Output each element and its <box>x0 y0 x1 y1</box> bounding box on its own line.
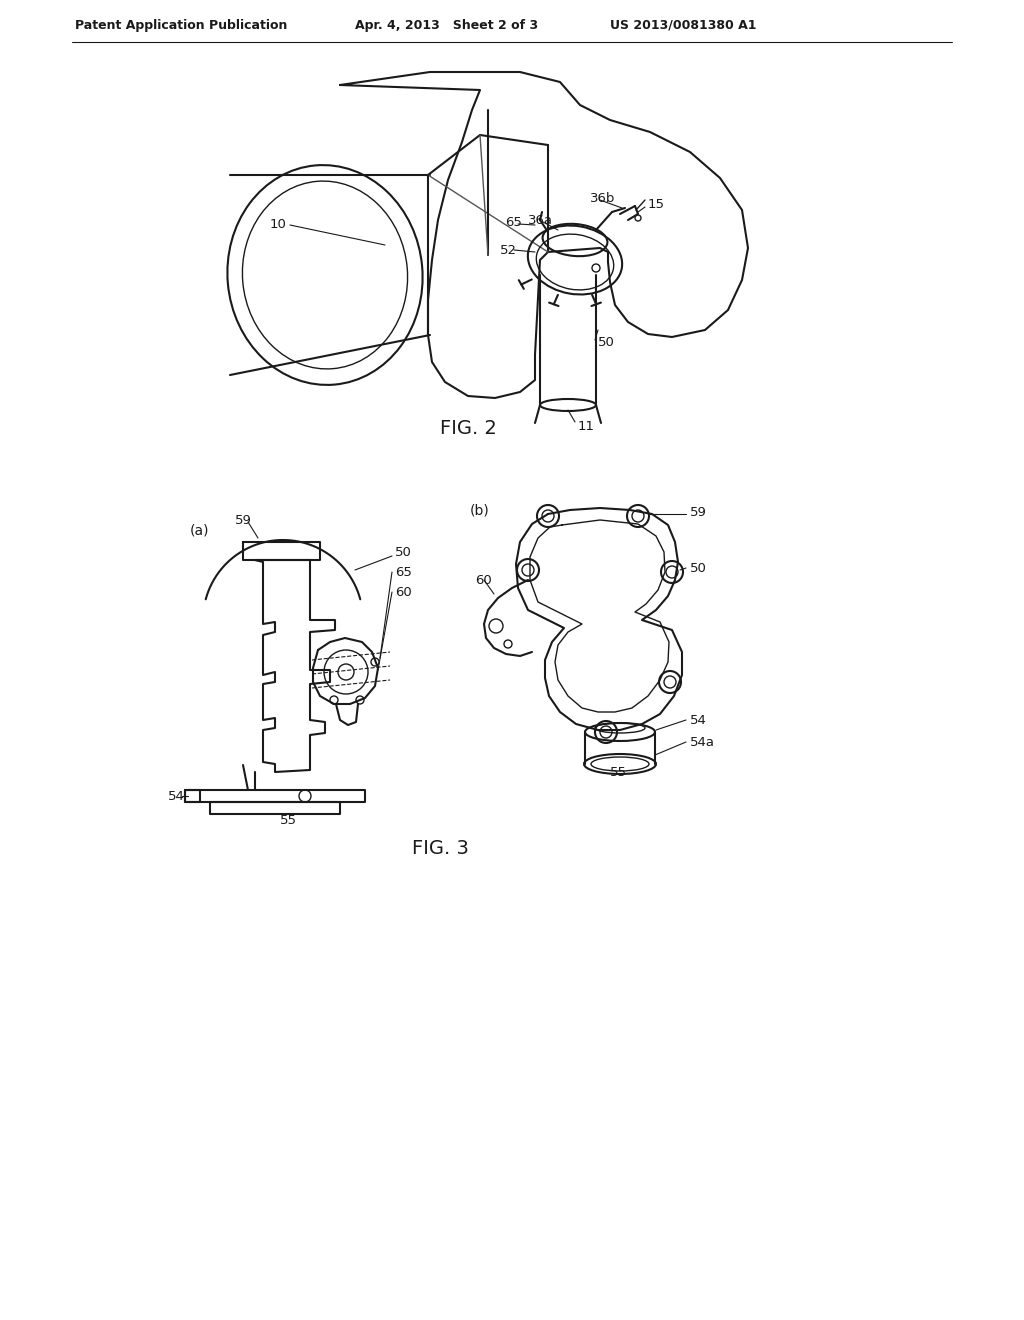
Text: 55: 55 <box>609 766 627 779</box>
Text: (b): (b) <box>470 503 489 517</box>
Text: 11: 11 <box>578 421 595 433</box>
Text: 50: 50 <box>690 561 707 574</box>
Text: 54: 54 <box>690 714 707 726</box>
Text: 15: 15 <box>648 198 665 211</box>
Text: 36b: 36b <box>590 191 615 205</box>
Text: 54: 54 <box>168 789 185 803</box>
Text: 10: 10 <box>270 219 287 231</box>
Text: 65: 65 <box>395 565 412 578</box>
Text: 60: 60 <box>475 573 492 586</box>
Text: 50: 50 <box>598 335 614 348</box>
Text: 59: 59 <box>690 506 707 519</box>
Text: Patent Application Publication: Patent Application Publication <box>75 18 288 32</box>
Text: 65: 65 <box>505 215 522 228</box>
Text: FIG. 2: FIG. 2 <box>439 418 497 437</box>
Text: FIG. 3: FIG. 3 <box>412 838 468 858</box>
Text: US 2013/0081380 A1: US 2013/0081380 A1 <box>610 18 757 32</box>
Text: 36a: 36a <box>528 214 553 227</box>
Text: 60: 60 <box>395 586 412 598</box>
Text: 55: 55 <box>280 813 297 826</box>
Text: 50: 50 <box>395 545 412 558</box>
Text: Apr. 4, 2013   Sheet 2 of 3: Apr. 4, 2013 Sheet 2 of 3 <box>355 18 539 32</box>
Text: 54a: 54a <box>690 735 715 748</box>
Text: 52: 52 <box>500 243 517 256</box>
Text: 59: 59 <box>234 513 252 527</box>
Text: (a): (a) <box>190 523 210 537</box>
